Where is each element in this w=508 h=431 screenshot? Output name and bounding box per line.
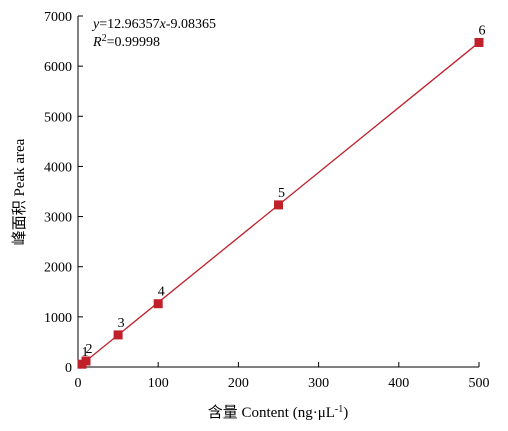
r2-exp: 2 — [102, 33, 107, 44]
equation-eq: =12.96357 — [99, 17, 159, 32]
y-tick-label: 3000 — [44, 211, 72, 226]
y-tick-label: 7000 — [44, 10, 72, 25]
point-label-4: 4 — [158, 285, 165, 300]
y-tick-label: 6000 — [44, 60, 72, 75]
r2-value: =0.99998 — [107, 35, 160, 50]
x-tick-label: 0 — [75, 376, 82, 391]
point-label-6: 6 — [479, 23, 486, 38]
y-tick-label: 1000 — [44, 311, 72, 326]
axes: 0 1000 2000 3000 4000 5000 6000 7000 0 100 200 300 4… — [44, 10, 490, 391]
point-label-3: 3 — [118, 316, 125, 331]
x-tick-label: 300 — [308, 376, 329, 391]
x-tick-label: 500 — [469, 376, 490, 391]
point-label-1: 1 — [82, 345, 89, 360]
y-tick-label: 0 — [65, 361, 72, 376]
y-tick-label: 5000 — [44, 110, 72, 125]
x-axis-title: 含量 Content (ng·μL-1) — [208, 404, 349, 422]
x-tick-label: 400 — [388, 376, 409, 391]
y-axis-title: 峰面积 Peak area — [11, 138, 28, 245]
data-point-5 — [274, 200, 283, 210]
r-squared-annotation: R2=0.99998 — [92, 33, 160, 51]
data-point-4 — [153, 299, 163, 309]
x-tick-label: 200 — [228, 376, 249, 391]
x-tick-label: 100 — [148, 376, 169, 391]
point-label-5: 5 — [278, 186, 285, 201]
x-axis-title-sup: -1 — [335, 404, 343, 415]
equation-tail: -9.08365 — [166, 17, 216, 32]
y-tick-label: 4000 — [44, 160, 72, 175]
equation-var-y: y — [91, 17, 100, 32]
point-label-2: 2 — [86, 342, 93, 357]
data-point-6 — [474, 37, 484, 47]
y-tick-label: 2000 — [44, 261, 72, 276]
data-point-3 — [113, 330, 123, 340]
x-axis-title-main: 含量 Content (ng·μL — [208, 404, 335, 421]
r2-var: R — [92, 35, 102, 50]
data-point-2 — [81, 356, 91, 366]
x-axis-title-suffix: ) — [343, 405, 348, 421]
equation-annotation: y=12.96357x-9.08365 — [91, 17, 216, 32]
equation-var-x: x — [159, 17, 167, 32]
